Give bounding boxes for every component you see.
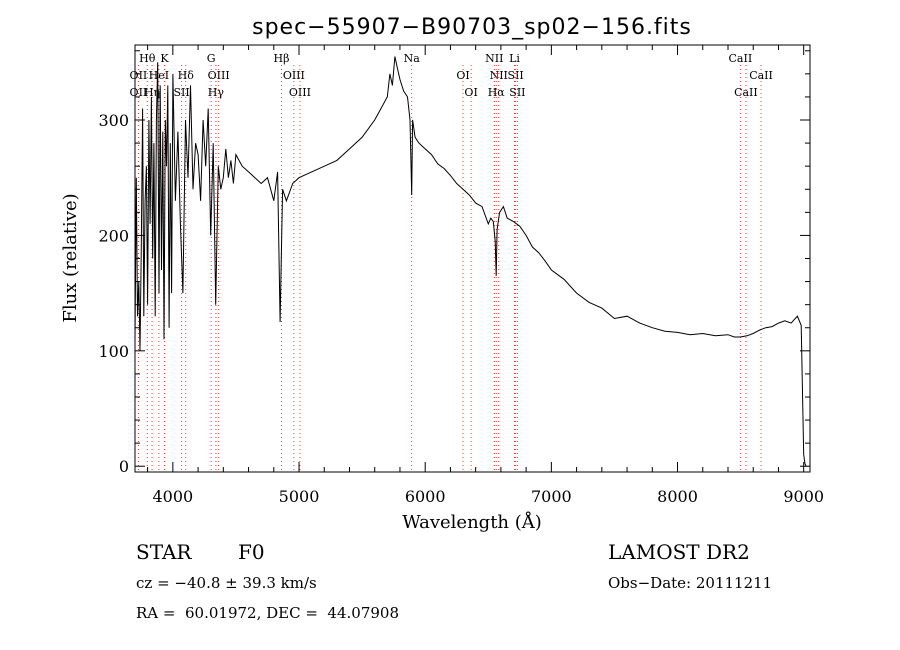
plot-frame — [134, 44, 811, 473]
redshift-velocity: cz = −40.8 ± 39.3 km/s — [136, 574, 317, 592]
line-label-19: NII — [490, 69, 508, 82]
line-label-13: OIII — [289, 86, 311, 99]
y-tick-label-200: 200 — [98, 226, 129, 245]
line-label-1: K — [160, 52, 169, 65]
line-label-24: CaII — [734, 86, 758, 99]
line-label-10: Hγ — [208, 86, 225, 99]
line-label-23: CaII — [729, 52, 753, 65]
line-label-21: Hα — [488, 86, 506, 99]
y-axis-label: Flux (relative) — [60, 193, 81, 322]
spectrum-chart: spec−55907−B90703_sp02−156.fits Hθ K OII He… — [60, 15, 824, 533]
line-label-20: SII — [508, 69, 524, 82]
x-tick-label-4000: 4000 — [152, 487, 193, 506]
x-tick-label-7000: 7000 — [531, 487, 572, 506]
x-tick-label-6000: 6000 — [405, 487, 446, 506]
line-label-4: OII — [130, 86, 148, 99]
line-label-22: SII — [509, 86, 525, 99]
line-label-3: HeI — [149, 69, 169, 82]
chart-title: spec−55907−B90703_sp02−156.fits — [252, 15, 692, 40]
line-label-7: SII — [173, 86, 189, 99]
coordinates: RA = 60.01972, DEC = 44.07908 — [136, 604, 400, 622]
line-label-25: CaII — [749, 69, 773, 82]
line-label-8: G — [207, 52, 216, 65]
line-label-5: Hη — [144, 86, 160, 99]
line-label-2: OII — [130, 69, 148, 82]
x-tick-label-5000: 5000 — [279, 487, 320, 506]
line-label-14: Na — [404, 52, 421, 65]
object-subclass: F0 — [238, 540, 265, 564]
observation-date: Obs−Date: 20111211 — [608, 574, 773, 592]
x-tick-label-9000: 9000 — [783, 487, 824, 506]
line-label-16: OI — [464, 86, 477, 99]
spectrum-line — [134, 56, 807, 467]
survey-name: LAMOST DR2 — [608, 540, 750, 564]
axis-ticks: 4000 5000 6000 7000 8000 9000 0 100 200 300 — [98, 45, 824, 506]
y-tick-label-0: 0 — [119, 457, 129, 476]
x-tick-label-8000: 8000 — [657, 487, 698, 506]
y-tick-label-300: 300 — [98, 111, 129, 130]
line-label-18: Li — [509, 52, 520, 65]
line-label-11: Hβ — [274, 52, 290, 65]
line-label-17: NII — [485, 52, 503, 65]
line-label-6: Hδ — [178, 69, 195, 82]
line-label-15: OI — [456, 69, 469, 82]
object-class: STAR — [136, 540, 192, 564]
line-label-0: Hθ — [139, 52, 156, 65]
line-label-9: OIII — [208, 69, 230, 82]
y-tick-label-100: 100 — [98, 342, 129, 361]
line-label-12: OIII — [283, 69, 305, 82]
x-axis-label: Wavelength (Å) — [402, 511, 542, 533]
